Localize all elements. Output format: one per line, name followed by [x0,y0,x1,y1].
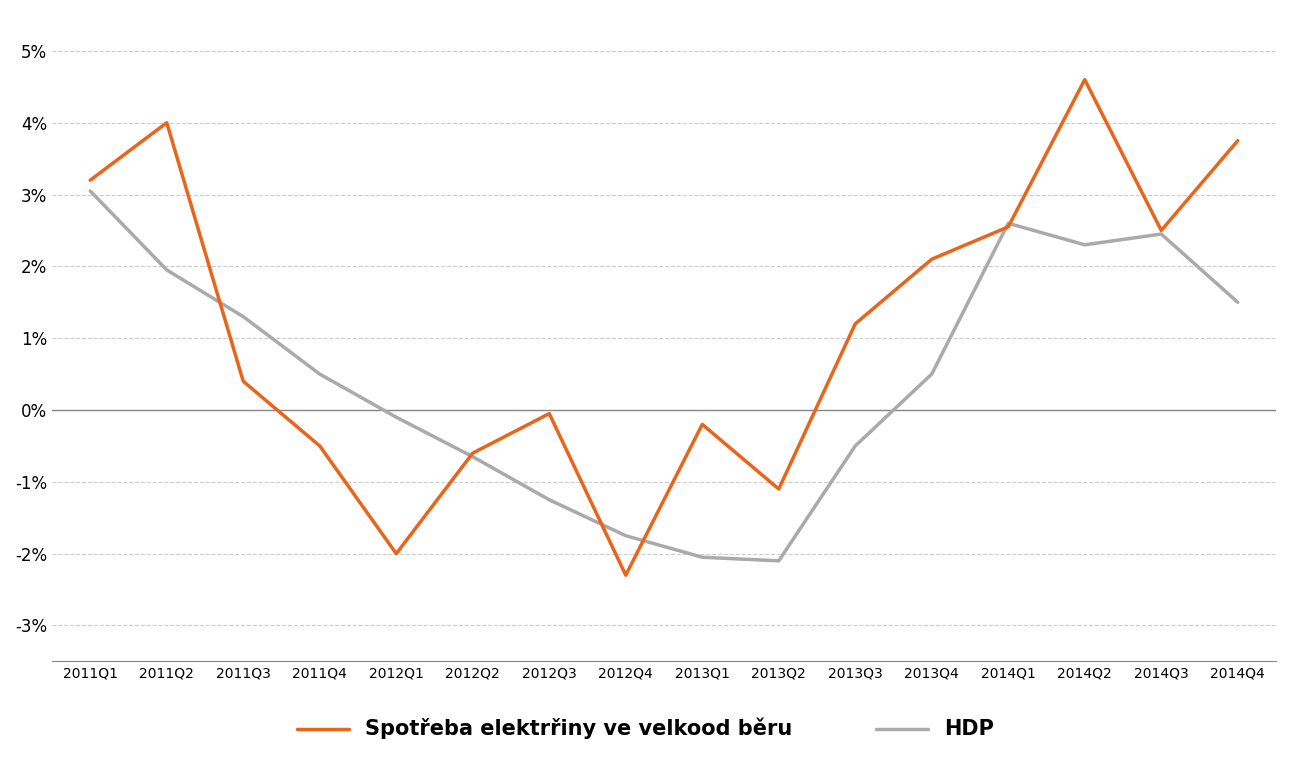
Legend: Spotřeba elektrřiny ve velkood běru, HDP: Spotřeba elektrřiny ve velkood běru, HDP [287,707,1004,749]
